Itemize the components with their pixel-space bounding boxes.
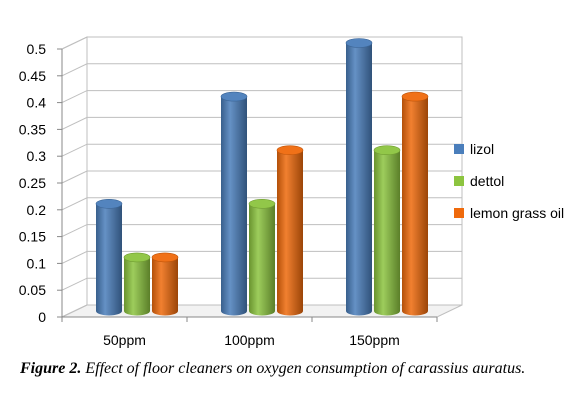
bar-dettol-50ppm bbox=[123, 252, 151, 316]
x-tick-label: 100ppm bbox=[224, 332, 275, 348]
gridline bbox=[61, 197, 462, 211]
y-tick-label: 0.05 bbox=[19, 282, 46, 298]
gridline bbox=[61, 170, 462, 184]
gridline bbox=[61, 277, 462, 291]
bar-chart: 0 0.05 0.1 0.15 0.2 0.25 0.3 0.35 0.4 0.45 0.5 50p… bbox=[19, 36, 564, 348]
caption-text: Effect of floor cleaners on oxygen consu… bbox=[85, 360, 526, 377]
y-tick-label: 0.4 bbox=[27, 95, 47, 111]
x-tick-label: 50ppm bbox=[103, 332, 146, 348]
gridline bbox=[61, 224, 462, 238]
gridlines bbox=[61, 36, 462, 318]
gridline bbox=[61, 250, 462, 264]
gridline bbox=[61, 304, 462, 318]
gridline bbox=[61, 90, 462, 104]
bar-dettol-100ppm bbox=[248, 199, 276, 316]
bar-lemon-grass-oil-50ppm bbox=[151, 252, 179, 316]
bar-dettol-150ppm bbox=[373, 145, 401, 316]
y-tick-label: 0.2 bbox=[27, 202, 47, 218]
y-tick-label: 0 bbox=[38, 309, 46, 325]
gridline bbox=[61, 116, 462, 130]
y-tick-label: 0.15 bbox=[19, 229, 46, 245]
y-tick-label: 0.45 bbox=[19, 68, 46, 84]
y-tick-label: 0.1 bbox=[27, 255, 47, 271]
legend: lizol dettol lemon grass oil bbox=[454, 141, 564, 221]
bar-lemon-grass-oil-150ppm bbox=[401, 91, 429, 316]
bar-lizol-50ppm bbox=[95, 199, 123, 316]
y-tick-label: 0.5 bbox=[27, 41, 47, 57]
legend-swatch bbox=[454, 144, 464, 154]
x-axis: 50ppm 100ppm 150ppm bbox=[61, 316, 438, 348]
y-tick-label: 0.35 bbox=[19, 121, 46, 137]
bar-lizol-150ppm bbox=[345, 38, 373, 316]
legend-label: lemon grass oil bbox=[470, 205, 564, 221]
y-tick-label: 0.3 bbox=[27, 148, 47, 164]
bar-lizol-100ppm bbox=[220, 91, 248, 316]
figure-caption: Figure 2. Effect of floor cleaners on ox… bbox=[20, 358, 580, 380]
y-tick-label: 0.25 bbox=[19, 175, 46, 191]
legend-label: lizol bbox=[470, 141, 494, 157]
gridline bbox=[61, 63, 462, 77]
x-tick-label: 150ppm bbox=[349, 332, 400, 348]
legend-swatch bbox=[454, 208, 464, 218]
gridline bbox=[61, 36, 462, 50]
gridline bbox=[61, 143, 462, 157]
caption-label: Figure 2. bbox=[20, 360, 82, 377]
y-axis: 0 0.05 0.1 0.15 0.2 0.25 0.3 0.35 0.4 0.45 0.5 bbox=[19, 41, 63, 325]
legend-label: dettol bbox=[470, 173, 504, 189]
bars bbox=[95, 38, 429, 316]
legend-swatch bbox=[454, 176, 464, 186]
bar-lemon-grass-oil-100ppm bbox=[276, 145, 304, 316]
